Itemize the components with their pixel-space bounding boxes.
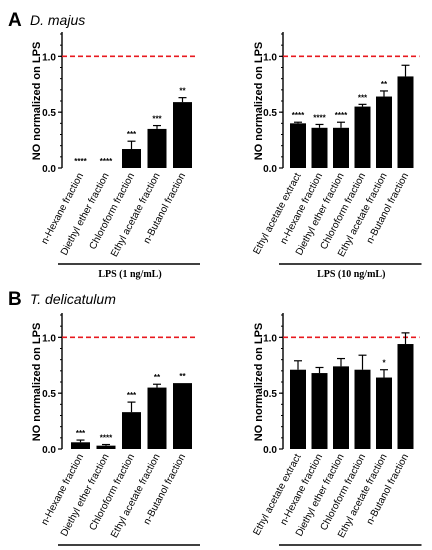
bar [290,123,306,168]
bar [333,127,349,168]
bar [333,366,349,449]
significance-label: ** [154,373,161,382]
bar [311,373,328,449]
significance-label: **** [74,157,87,166]
y-axis-label: NO normalized on LPS [253,42,265,161]
significance-label: *** [152,115,162,124]
y-tick-label: 1.0 [42,52,56,63]
x-axis-label: LPS (1 ng/mL) [98,269,161,280]
significance-label: *** [127,130,137,139]
significance-label: *** [358,93,368,102]
bar [397,76,414,168]
panel-a-letter: A [8,10,22,31]
bar [71,442,90,449]
y-tick-label: 0.0 [263,445,277,456]
panel-b-letter: B [8,289,22,310]
x-axis-label: LPS (10 ng/mL) [317,269,385,280]
bar [96,445,116,449]
significance-label: **** [313,113,326,122]
bar [354,106,371,168]
significance-label: **** [100,157,113,166]
y-tick-label: 0.0 [263,164,277,175]
y-tick-label: 0.0 [42,164,56,175]
y-tick-label: 0.5 [42,389,56,400]
y-axis-label: NO normalized on LPS [31,323,43,442]
panel-a-species: D. majus [30,12,85,28]
significance-label: **** [335,111,348,120]
significance-label: * [382,359,386,368]
significance-label: ** [381,80,388,89]
y-tick-label: 1.0 [42,333,56,344]
chart-1: 0.00.51.0NO normalized on LPS****n-Hexan… [31,32,200,280]
bar [354,369,371,449]
y-tick-label: 0.5 [263,389,277,400]
y-tick-label: 1.0 [263,333,277,344]
y-tick-label: 0.5 [42,108,56,119]
bar [173,383,192,449]
bar [311,127,328,168]
y-tick-label: 1.0 [263,52,277,63]
bar [397,344,414,449]
chart-2: 0.00.51.0NO normalized on LPS ****Ethyl a… [251,32,422,280]
significance-label: ** [179,87,186,96]
bar [122,149,141,168]
bar [173,102,192,168]
bar [147,387,167,449]
significance-label: ** [179,372,186,381]
bar [290,369,306,449]
bar [147,128,167,168]
significance-label: **** [100,434,113,443]
y-axis-label: NO normalized on LPS [253,323,265,442]
panel-b-species: T. delicatulum [30,291,116,307]
significance-label: *** [127,391,137,400]
chart-3: 0.00.51.0NO normalized on LPS ***n-Hexane… [31,313,200,546]
y-tick-label: 0.5 [263,108,277,119]
y-axis-label: NO normalized on LPS [31,42,43,161]
significance-label: **** [292,111,305,120]
significance-label: *** [76,429,86,438]
y-tick-label: 0.0 [42,445,56,456]
bar [376,377,392,449]
bar [376,96,392,168]
bar [122,412,141,449]
